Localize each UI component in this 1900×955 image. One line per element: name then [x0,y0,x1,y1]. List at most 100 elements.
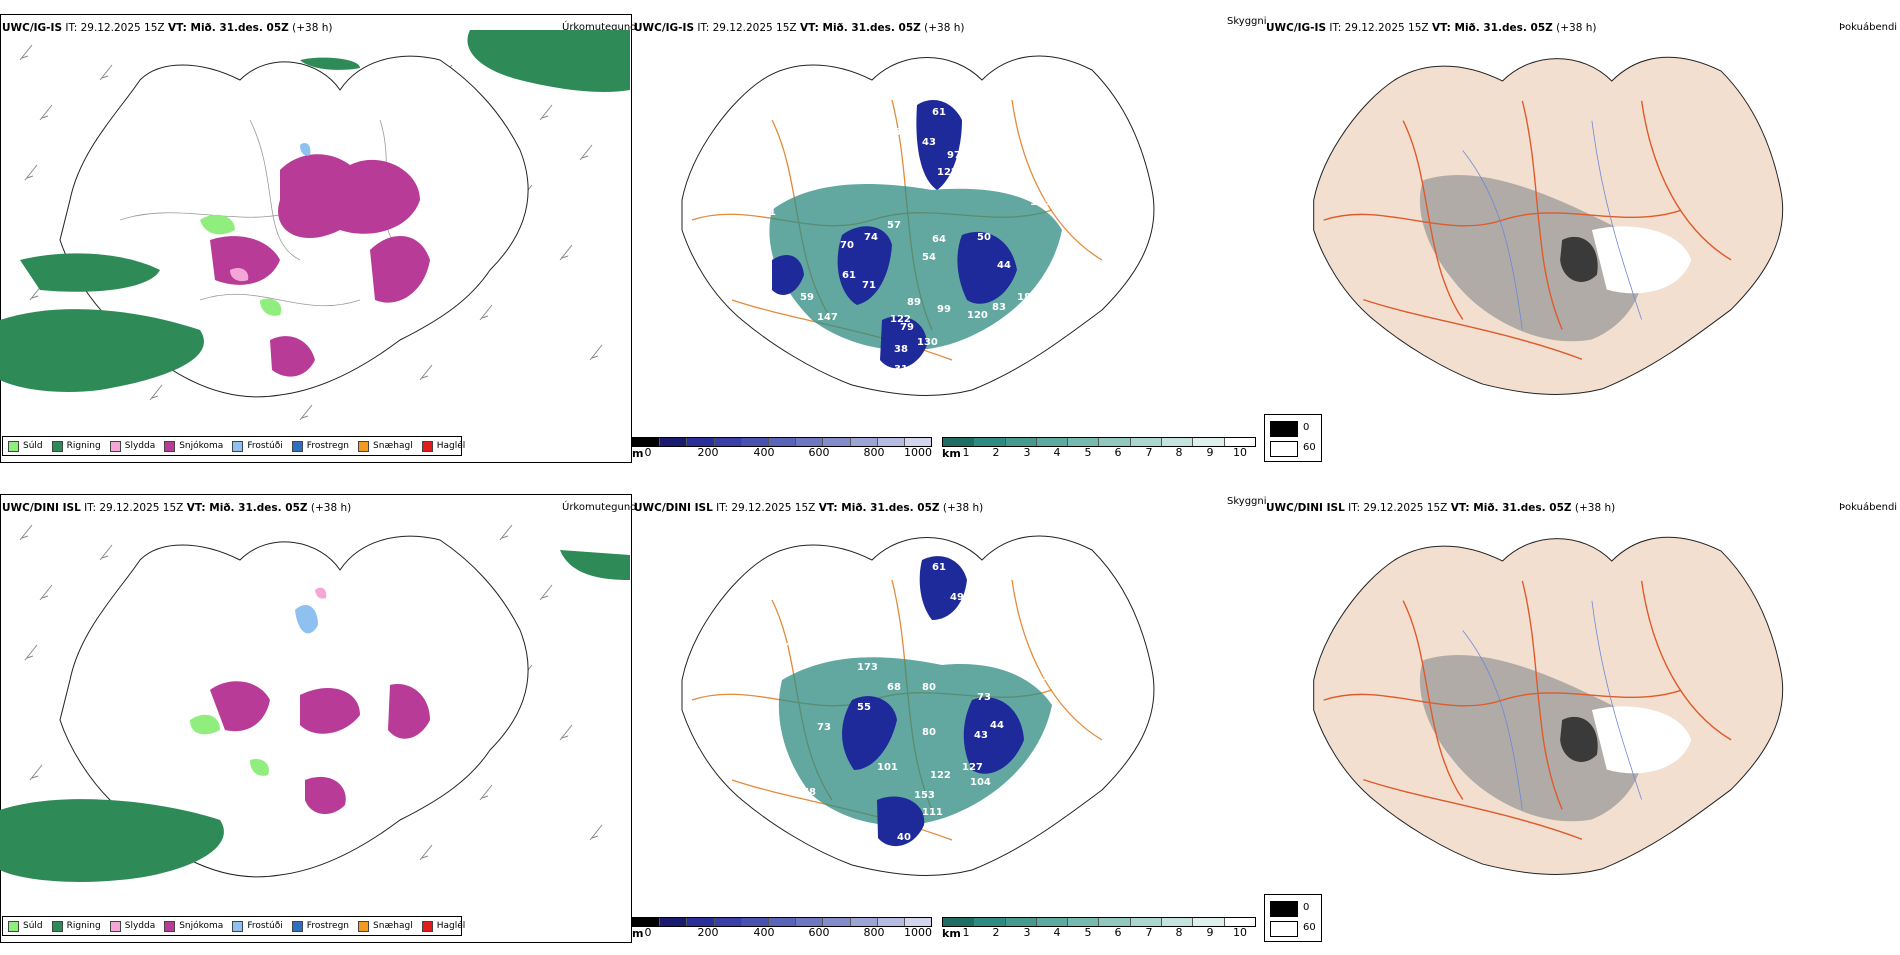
legend-label: Snjókoma [179,921,224,931]
visibility-value-label: 78 [802,787,816,798]
visibility-label: Skyggni [1227,496,1267,507]
visibility-value-label: 81 [894,857,908,868]
visibility-value-label: 153 [914,790,935,801]
visibility-value-label: 163 [1030,197,1051,208]
vis-tick: 3 [1023,926,1031,939]
fog-legend-dark-label: 0 [1303,422,1310,433]
cloud-tick: 600 [808,926,830,939]
road-network [119,119,421,307]
visibility-value-label: 38 [894,344,908,355]
legend-label: Súld [23,921,43,931]
rain-south [20,253,160,292]
visibility-unit: km [942,927,961,940]
cloud-tick: 0 [644,926,652,939]
visibility-value-label: 82 [822,167,836,178]
snow-east [370,236,430,303]
snow-north [278,154,420,239]
legend-item-snaehagl: Snæhagl [358,440,413,452]
title-model: UWC/DINI ISL [1266,502,1345,514]
drizzle [190,714,269,776]
legend-item-frostregn: Frostregn [291,440,350,452]
fog-panel-dini: UWC/DINI ISL IT: 29.12.2025 15Z VT: Mið.… [1264,480,1900,955]
rain-northeast [467,30,630,92]
visibility-value-label: 39 [1050,322,1064,333]
freezing-drizzle [295,605,318,634]
visibility-bar [942,437,1256,447]
legend-item-snaehagl: Snæhagl [358,920,413,932]
swatch-icon [291,920,303,932]
visibility-value-label: 111 [922,807,943,818]
visibility-value-label: 41 [762,207,776,218]
visibility-value-label: 63 [807,152,821,163]
visibility-value-label: 80 [922,727,936,738]
visibility-label: Skyggni [1227,16,1267,27]
swatch-icon [164,920,176,932]
precip-title: UWC/IG-IS IT: 29.12.2025 15Z VT: Mið. 31… [2,22,332,34]
fog-legend: 0 60 [1264,894,1322,942]
visibility-value-label: 55 [857,702,871,713]
title-lead: (+38 h) [1552,22,1597,34]
title-vt: VT: Mið. 31.des. 05Z [818,502,940,514]
title-it: IT: 29.12.2025 15Z [1344,502,1451,514]
title-vt: VT: Mið. 31.des. 05Z [167,22,289,34]
precip-legend: Súld Rigning Slydda Snjókoma Frostúði Fr… [2,436,465,456]
vis-blue-area-central [842,696,897,770]
swatch-icon [51,440,63,452]
title-model: UWC/IG-IS [634,22,695,34]
vis-blue-area-north [916,100,962,190]
precip-map [0,30,630,421]
title-lead: (+38 h) [307,502,352,514]
visibility-value-label: 68 [887,682,901,693]
vis-blue-area-east [963,697,1024,774]
visibility-value-label: 180 [1017,292,1038,303]
visibility-value-label: 95 [887,127,901,138]
vis-tick: 9 [1206,446,1214,459]
fog-legend-light-label: 60 [1303,922,1316,933]
visibility-value-label: 73 [977,692,991,703]
cloud-base-bar [632,917,932,927]
visibility-panel-dini: UWC/DINI ISL IT: 29.12.2025 15Z VT: Mið.… [632,480,1267,955]
fog-grey-central [1419,175,1643,342]
title-lead: (+38 h) [920,22,965,34]
swatch-icon [164,440,176,452]
legend-item-frostregn: Frostregn [291,920,350,932]
title-it: IT: 29.12.2025 15Z [1326,22,1432,34]
cloud-tick: 400 [753,446,775,459]
visibility-value-label: 61 [932,107,946,118]
fog-title: UWC/DINI ISL IT: 29.12.2025 15Z VT: Mið.… [1266,502,1615,514]
vis-blue-area-east [957,231,1017,304]
visibility-panel-ig-is: UWC/IG-IS IT: 29.12.2025 15Z VT: Mið. 31… [632,0,1267,475]
vis-tick: 7 [1145,926,1153,939]
legend-item-snjokoma: Snjókoma [164,440,224,452]
legend-label: Frostregn [306,441,350,451]
snow-south [305,776,346,815]
fog-swatch-light-icon [1270,921,1298,937]
title-it: IT: 29.12.2025 15Z [80,502,187,514]
legend-item-sudl: Súld [8,920,43,932]
cloud-tick: 600 [808,446,830,459]
vis-blue-area-west [772,255,804,295]
legend-label: Haglél [436,921,466,931]
snow-east [388,684,430,739]
legend-label: Frostregn [306,921,350,931]
cloud-base-colorbar: m 0 200 400 600 800 1000 [632,917,932,940]
snow-central [210,236,280,285]
fog-title: UWC/IG-IS IT: 29.12.2025 15Z VT: Mið. 31… [1266,22,1596,34]
cloud-tick: 0 [644,446,652,459]
visibility-value-label: 122 [930,770,951,781]
snow-south [270,336,315,377]
precip-panel-dini: UWC/DINI ISL IT: 29.12.2025 15Z VT: Mið.… [0,480,637,955]
legend-label: Snjókoma [179,441,224,451]
title-vt: VT: Mið. 31.des. 05Z [1431,22,1553,34]
visibility-value-label: 48 [727,707,741,718]
swatch-icon [291,440,303,452]
cloud-tick: 400 [753,926,775,939]
fog-map [1313,536,1784,875]
legend-item-frostudi: Frostúði [232,920,283,932]
swatch-icon [358,920,370,932]
visibility-colorbar: km 1 2 3 4 5 6 7 8 9 10 [942,437,1262,460]
legend-label: Slydda [124,921,156,931]
title-model: UWC/DINI ISL [2,502,81,514]
cloud-base-unit: m [632,927,644,940]
visibility-value-label: 130 [917,337,938,348]
